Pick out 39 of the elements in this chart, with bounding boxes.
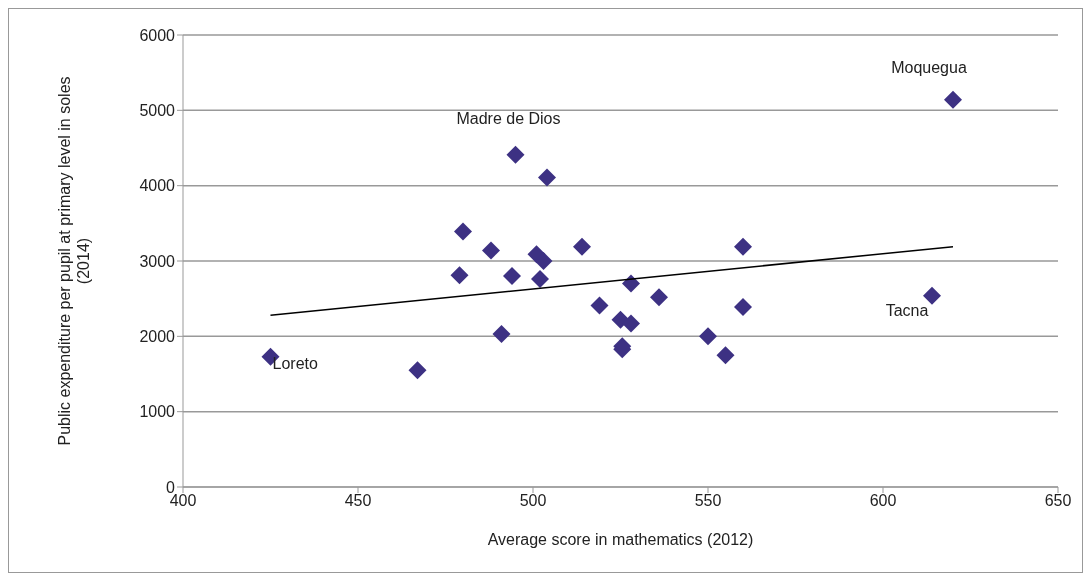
point [538,168,556,187]
point [734,297,752,316]
x-tick-label: 450 [344,492,372,510]
point [450,266,469,285]
annotation: Tacna [885,301,929,319]
point [408,361,427,380]
point [503,267,521,286]
point [650,288,668,307]
point [482,241,500,260]
point [699,327,717,346]
point [454,222,472,241]
y-tick-label: 3000 [139,252,176,270]
point [506,145,525,164]
point [590,296,609,315]
x-tick-label: 600 [869,492,897,510]
point [716,346,735,365]
point [531,270,549,289]
y-tick-label: 4000 [139,177,176,195]
point [734,237,752,256]
y-tick-label: 5000 [139,102,176,120]
x-tick-label: 550 [694,492,722,510]
point [492,325,511,344]
point [923,286,941,305]
point [534,252,553,270]
y-axis-title: Public expenditure per pupil at primary level in soles (2014) [56,76,92,446]
y-tick-label: 6000 [139,26,176,44]
y-tick-label: 1000 [139,403,176,421]
x-tick-label: 650 [1044,492,1072,510]
annotation: Moquegua [891,58,967,76]
point [944,90,962,109]
annotation: Madre de Dios [456,109,561,127]
annotation: Loreto [272,354,318,372]
point [573,237,591,256]
point [622,314,640,333]
y-tick-label: 2000 [139,328,176,346]
x-axis-title: Average score in mathematics (2012) [487,531,754,548]
point [622,274,640,293]
x-tick-label: 400 [169,492,197,510]
x-tick-label: 500 [519,492,547,510]
